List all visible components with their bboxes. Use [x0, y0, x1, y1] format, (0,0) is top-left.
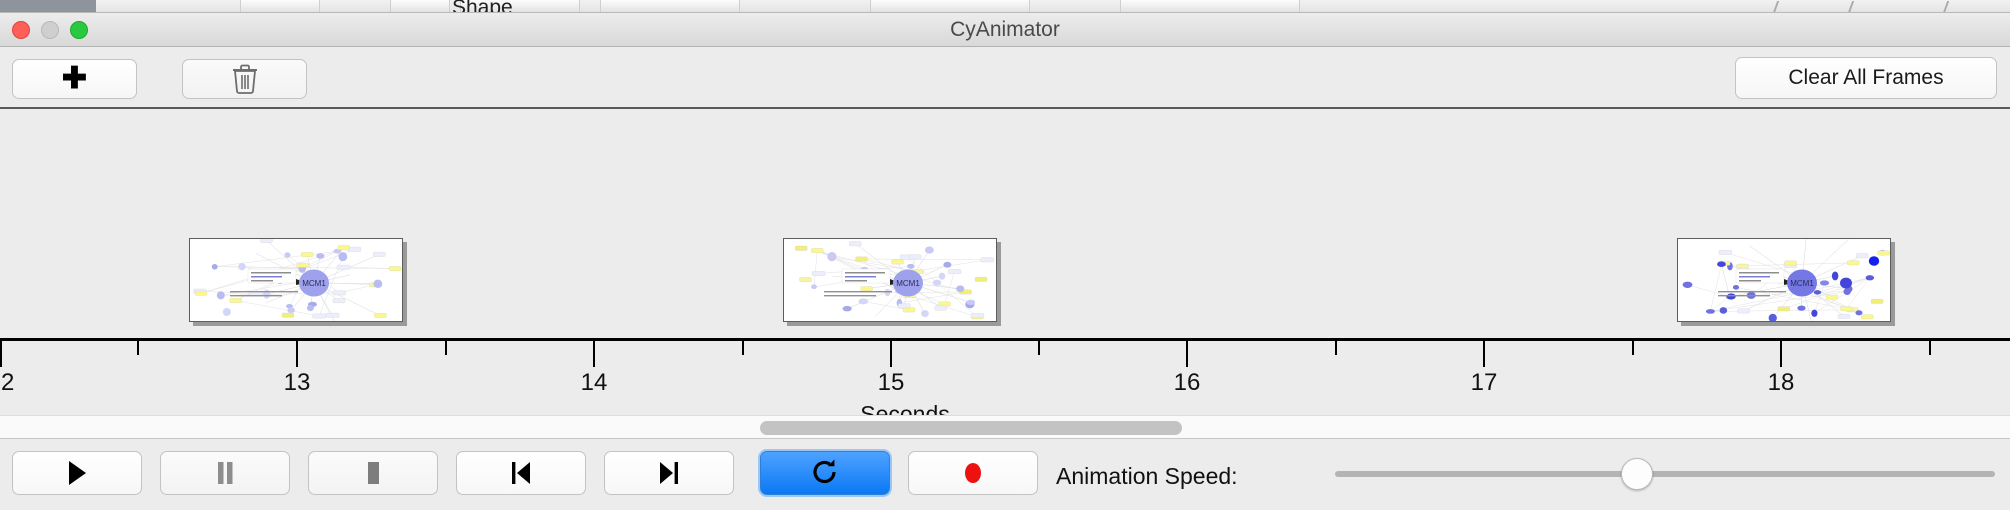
- timeline-tick-16.5: [1335, 341, 1337, 355]
- timeline-tick-17: [1483, 341, 1485, 367]
- network-thumbnail-graphic: MCM1: [784, 239, 996, 321]
- timeline-axis: [0, 338, 2010, 341]
- animation-speed-slider[interactable]: [1335, 458, 1995, 490]
- axis-title: Seconds: [860, 401, 950, 415]
- bg-fragment-6: [1120, 0, 1300, 12]
- play-button[interactable]: [12, 451, 142, 495]
- timeline-tick-label-14: 14: [580, 369, 608, 396]
- bg-fragment-3: [460, 0, 580, 12]
- timeline-tick-label-17: 17: [1470, 369, 1498, 396]
- timeline-scrollbar[interactable]: [0, 415, 2010, 439]
- timeline-tick-16: [1186, 341, 1188, 367]
- svg-text:MCM1: MCM1: [896, 279, 920, 288]
- network-thumbnail-graphic: MCM1: [1678, 239, 1890, 321]
- skip-start-button[interactable]: [456, 451, 586, 495]
- timeline-tick-label-15: 15: [877, 369, 905, 396]
- frame-thumbnail-2[interactable]: MCM1: [783, 238, 1001, 326]
- bg-tick-3: [1942, 1, 1960, 12]
- trash-icon: [232, 64, 257, 94]
- window-title: CyAnimator: [950, 18, 1060, 41]
- timeline-tick-14.5: [742, 341, 744, 355]
- timeline-tick-13.5: [445, 341, 447, 355]
- svg-text:MCM1: MCM1: [1790, 279, 1814, 288]
- timeline-tick-12.5: [137, 341, 139, 355]
- plus-icon: ✚: [61, 62, 88, 95]
- playback-bar: Animation Speed:: [0, 440, 2010, 510]
- animation-speed-label: Animation Speed:: [1056, 463, 1238, 489]
- skip-end-icon: [660, 462, 678, 484]
- record-icon: [965, 463, 981, 483]
- stop-button[interactable]: [308, 451, 438, 495]
- timeline-tick-label-18: 18: [1767, 369, 1795, 396]
- minimize-button[interactable]: [41, 21, 59, 39]
- timeline-panel[interactable]: MCM1 MCM1 MCM1 12 13 14 15 16 17 18 Seconds: [0, 111, 2010, 415]
- loop-icon: [813, 459, 836, 484]
- timeline-tick-label-13: 13: [283, 369, 311, 396]
- delete-frame-button[interactable]: [182, 59, 307, 99]
- timeline-tick-label-16: 16: [1173, 369, 1201, 396]
- close-button[interactable]: [12, 21, 30, 39]
- timeline-tick-15: [890, 341, 892, 367]
- toolbar: ✚ Clear All Frames: [0, 47, 2010, 109]
- timeline-tick-label-12: 12: [0, 369, 15, 396]
- frame-thumbnail-3[interactable]: MCM1: [1677, 238, 1895, 326]
- timeline-tick-15.5: [1038, 341, 1040, 355]
- frame-image[interactable]: MCM1: [189, 238, 403, 322]
- title-bar: CyAnimator: [0, 13, 2010, 47]
- timeline-tick-13: [296, 341, 298, 367]
- network-thumbnail-graphic: MCM1: [190, 239, 402, 321]
- frame-image[interactable]: MCM1: [1677, 238, 1891, 322]
- timeline-tick-14: [593, 341, 595, 367]
- bg-fragment-4: [600, 0, 740, 12]
- timeline-tick-17.5: [1632, 341, 1634, 355]
- clear-all-frames-button[interactable]: Clear All Frames: [1735, 57, 1997, 99]
- frame-image[interactable]: MCM1: [783, 238, 997, 322]
- pause-icon: [218, 462, 233, 484]
- bg-fragment-5: [870, 0, 1030, 12]
- skip-start-icon: [512, 462, 530, 484]
- traffic-lights: [12, 21, 88, 39]
- bg-fragment-1: [240, 0, 320, 12]
- timeline-tick-12: [0, 341, 2, 367]
- pause-button[interactable]: [160, 451, 290, 495]
- skip-end-button[interactable]: [604, 451, 734, 495]
- clear-all-frames-label: Clear All Frames: [1788, 66, 1944, 89]
- svg-text:MCM1: MCM1: [302, 279, 326, 288]
- bg-fragment-dark: [0, 0, 96, 12]
- record-button[interactable]: [908, 451, 1038, 495]
- bg-tick-1: [1772, 1, 1790, 12]
- bg-fragment-label: Shape: [452, 0, 513, 13]
- bg-tick-2: [1847, 1, 1865, 12]
- maximize-button[interactable]: [70, 21, 88, 39]
- play-icon: [69, 461, 86, 485]
- bg-fragment-2: [390, 0, 450, 12]
- background-window-strip: Shape: [0, 0, 2010, 13]
- timeline-tick-18.5: [1929, 341, 1931, 355]
- slider-thumb[interactable]: [1621, 458, 1653, 490]
- loop-button[interactable]: [760, 451, 890, 495]
- add-frame-button[interactable]: ✚: [12, 59, 137, 99]
- stop-icon: [368, 462, 379, 484]
- slider-track[interactable]: [1335, 471, 1995, 477]
- frame-thumbnail-1[interactable]: MCM1: [189, 238, 407, 326]
- scrollbar-thumb[interactable]: [760, 421, 1182, 435]
- timeline-tick-18: [1780, 341, 1782, 367]
